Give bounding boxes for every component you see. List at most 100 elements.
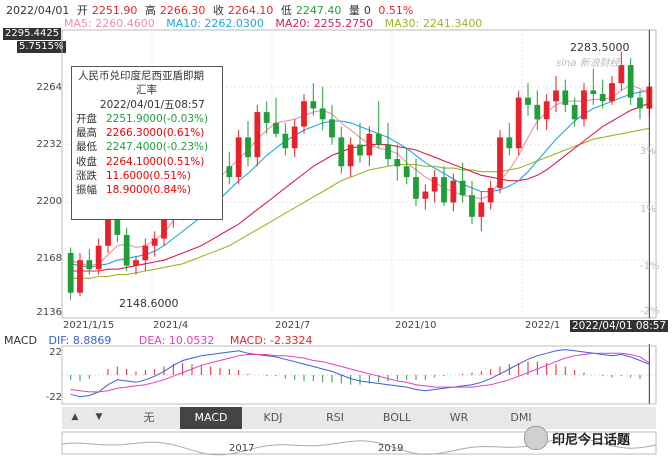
- candle-body: [422, 191, 429, 199]
- candle-body: [114, 209, 121, 235]
- candle-body: [375, 133, 382, 145]
- candle-body: [459, 180, 466, 196]
- candle-body: [627, 65, 634, 98]
- tooltip-row: 最高 2266.3000(0.61%): [72, 126, 222, 140]
- ma30-label: MA30: 2241.3400: [384, 17, 483, 30]
- tooltip-value: 2264.1000(0.51%): [106, 155, 205, 168]
- macd-dea-line: [70, 352, 650, 393]
- scroll-down-icon[interactable]: ▼: [95, 412, 103, 422]
- tab-none[interactable]: 无: [143, 411, 155, 424]
- tab-rsi[interactable]: RSI: [326, 411, 344, 424]
- candle-body: [534, 104, 541, 120]
- candle-body: [319, 108, 326, 120]
- x-tick-1: 2021/4: [153, 320, 189, 331]
- candle-body: [515, 97, 522, 149]
- x-tick-2: 2021/7: [275, 320, 311, 331]
- candle-body: [310, 101, 317, 109]
- macd-tick-top: 22: [49, 347, 62, 358]
- candle-body: [385, 144, 391, 160]
- x-tick-3: 2021/10: [395, 320, 437, 331]
- candle-body: [263, 112, 270, 123]
- macd-legend: MACD DIF: 8.8869 DEA: 10.0532 MACD: -2.3…: [4, 334, 312, 347]
- brand-name: 印尼今日话题: [552, 433, 631, 448]
- close-label: 收: [212, 4, 224, 17]
- ma30-line: [70, 127, 650, 279]
- y-tick-2168: 2168: [36, 253, 62, 264]
- candle-body: [618, 65, 625, 84]
- tooltip-row: 开盘 2251.9000(-0.03%): [72, 112, 222, 126]
- tooltip-key: 振幅: [76, 184, 97, 197]
- candle-body: [161, 216, 167, 239]
- macd-dea: DEA: 10.0532: [138, 334, 215, 347]
- candle-body: [235, 137, 242, 178]
- macd-dif: DIF: 8.8869: [48, 334, 112, 347]
- overview-year-2019: 2019: [378, 443, 404, 454]
- pct-tick-1: 1%: [640, 204, 656, 215]
- candle-body: [394, 159, 401, 167]
- top-pct-box: 5.7515%: [17, 41, 66, 53]
- y-tick-2264: 2264: [36, 82, 62, 93]
- tooltip-row: 最低 2247.4000(-0.23%): [72, 140, 222, 154]
- open-value: 2251.90: [91, 4, 138, 17]
- x-tick-0: 2021/1/15: [63, 320, 115, 331]
- candle-body: [450, 180, 457, 203]
- candle-body: [413, 177, 419, 199]
- candle-body: [431, 177, 438, 192]
- sina-watermark: sina 新浪财经: [556, 58, 620, 69]
- tab-macd[interactable]: MACD: [180, 407, 242, 429]
- tooltip-key: 最高: [76, 127, 97, 140]
- candle-body: [441, 177, 447, 203]
- tooltip-date: 2022/04/01/五08:57: [100, 98, 205, 111]
- candle-body: [329, 119, 335, 138]
- overview-year-2017: 2017: [229, 443, 255, 454]
- low-label: 低: [280, 4, 292, 17]
- macd-dif-line: [70, 349, 650, 398]
- candle-body: [273, 122, 279, 134]
- candle-body: [609, 83, 615, 102]
- y-tick-2232: 2232: [36, 139, 62, 150]
- candle-body: [543, 101, 550, 120]
- candle-body: [497, 137, 503, 188]
- ma5-label: MA5: 2260.4600: [64, 17, 155, 30]
- open-label: 开: [76, 4, 88, 17]
- candle-body: [357, 144, 363, 156]
- candle-body: [86, 260, 93, 270]
- candle-body: [571, 104, 578, 120]
- scroll-up-icon[interactable]: ▲: [71, 412, 79, 422]
- candle-body: [478, 202, 485, 217]
- tooltip-row: 涨跌 11.6000(0.51%): [72, 169, 222, 183]
- change-pct: 0.51%: [378, 4, 414, 17]
- tooltip-value: 18.9000(0.84%): [106, 184, 191, 197]
- candle-body: [487, 187, 494, 203]
- y-tick-2200: 2200: [36, 196, 62, 207]
- candle-body: [77, 260, 83, 293]
- candle-body: [133, 260, 139, 266]
- candle-body: [95, 245, 102, 270]
- macd-panel: [61, 345, 657, 405]
- candle-body: [123, 234, 130, 266]
- volume-value: 0: [363, 4, 371, 17]
- quote-date: 2022/04/01: [6, 4, 70, 17]
- tab-wr[interactable]: WR: [449, 411, 469, 424]
- macd-name: MACD: [4, 334, 37, 347]
- candle-body: [403, 166, 410, 178]
- candle-body: [506, 137, 513, 149]
- low-value: 2247.40: [295, 4, 342, 17]
- candle-body: [366, 133, 373, 156]
- top-price-box: 2295.4425: [3, 28, 62, 40]
- tab-kdj[interactable]: KDJ: [263, 411, 283, 424]
- candle-body: [562, 90, 569, 105]
- tooltip-key: 涨跌: [76, 170, 97, 183]
- tooltip-value: 2251.9000(-0.03%): [106, 112, 209, 125]
- ma20-label: MA20: 2255.2750: [275, 17, 374, 30]
- crosshair-tooltip: 人民币兑印度尼西亚盾即期 汇率 2022/04/01/五08:57 开盘 2251…: [71, 66, 223, 220]
- tooltip-title: 人民币兑印度尼西亚盾即期: [78, 70, 204, 82]
- cursor-time-label: 2022/04/01 08:57: [570, 320, 669, 332]
- tooltip-row: 收盘 2264.1000(0.51%): [72, 155, 222, 169]
- candle-body: [254, 112, 261, 158]
- candle-body: [245, 137, 251, 158]
- tab-dmi[interactable]: DMI: [510, 411, 532, 424]
- pct-tick-m1: -1%: [640, 261, 660, 272]
- tab-boll[interactable]: BOLL: [382, 411, 412, 424]
